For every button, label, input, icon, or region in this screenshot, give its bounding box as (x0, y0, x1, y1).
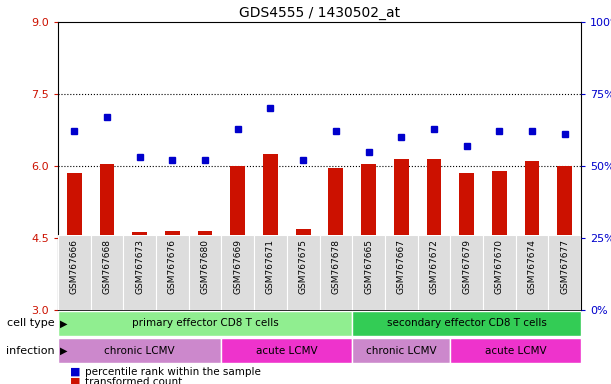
FancyBboxPatch shape (352, 311, 581, 336)
FancyBboxPatch shape (58, 311, 352, 336)
FancyBboxPatch shape (352, 235, 385, 310)
FancyBboxPatch shape (287, 235, 320, 310)
Text: GSM767671: GSM767671 (266, 239, 275, 294)
FancyBboxPatch shape (548, 235, 581, 310)
Bar (296, 229, 310, 310)
Bar (525, 161, 540, 310)
Text: GSM767674: GSM767674 (527, 239, 536, 294)
Text: infection: infection (6, 346, 55, 356)
Bar (230, 166, 245, 310)
FancyBboxPatch shape (352, 338, 450, 362)
FancyBboxPatch shape (320, 235, 352, 310)
Bar (329, 169, 343, 310)
Text: ▶: ▶ (60, 346, 67, 356)
Bar (394, 159, 409, 310)
FancyBboxPatch shape (58, 235, 90, 310)
Text: ▶: ▶ (60, 318, 67, 328)
Text: primary effector CD8 T cells: primary effector CD8 T cells (132, 318, 279, 328)
Text: transformed count: transformed count (86, 377, 183, 384)
Text: ■: ■ (70, 377, 81, 384)
Text: GSM767680: GSM767680 (200, 239, 210, 294)
Text: GSM767668: GSM767668 (103, 239, 112, 294)
FancyBboxPatch shape (450, 235, 483, 310)
Text: percentile rank within the sample: percentile rank within the sample (86, 367, 262, 377)
Text: GSM767678: GSM767678 (331, 239, 340, 294)
Text: acute LCMV: acute LCMV (256, 346, 318, 356)
FancyBboxPatch shape (90, 235, 123, 310)
FancyBboxPatch shape (450, 338, 581, 362)
Text: secondary effector CD8 T cells: secondary effector CD8 T cells (387, 318, 546, 328)
Bar (165, 231, 180, 310)
FancyBboxPatch shape (516, 235, 548, 310)
Bar (198, 231, 213, 310)
Bar (100, 164, 114, 310)
Text: GSM767666: GSM767666 (70, 239, 79, 294)
Text: ■: ■ (70, 367, 81, 377)
Title: GDS4555 / 1430502_at: GDS4555 / 1430502_at (239, 6, 400, 20)
Text: GSM767669: GSM767669 (233, 239, 243, 294)
FancyBboxPatch shape (254, 235, 287, 310)
Text: GSM767676: GSM767676 (168, 239, 177, 294)
FancyBboxPatch shape (189, 235, 221, 310)
FancyBboxPatch shape (123, 235, 156, 310)
Text: GSM767665: GSM767665 (364, 239, 373, 294)
FancyBboxPatch shape (385, 235, 417, 310)
FancyBboxPatch shape (58, 338, 221, 362)
FancyBboxPatch shape (221, 338, 352, 362)
Bar (426, 159, 441, 310)
FancyBboxPatch shape (483, 235, 516, 310)
Bar (133, 232, 147, 310)
Bar (459, 173, 474, 310)
Text: chronic LCMV: chronic LCMV (366, 346, 436, 356)
Bar (263, 154, 278, 310)
Text: chronic LCMV: chronic LCMV (104, 346, 175, 356)
Text: acute LCMV: acute LCMV (485, 346, 546, 356)
Text: GSM767675: GSM767675 (299, 239, 308, 294)
Text: GSM767679: GSM767679 (462, 239, 471, 294)
Bar (67, 173, 82, 310)
Text: GSM767673: GSM767673 (135, 239, 144, 294)
Text: GSM767670: GSM767670 (495, 239, 504, 294)
Text: GSM767672: GSM767672 (430, 239, 439, 294)
Text: GSM767677: GSM767677 (560, 239, 569, 294)
FancyBboxPatch shape (417, 235, 450, 310)
Bar (492, 171, 507, 310)
FancyBboxPatch shape (221, 235, 254, 310)
FancyBboxPatch shape (156, 235, 189, 310)
Text: GSM767667: GSM767667 (397, 239, 406, 294)
Bar (361, 164, 376, 310)
Bar (557, 166, 572, 310)
Text: cell type: cell type (7, 318, 55, 328)
